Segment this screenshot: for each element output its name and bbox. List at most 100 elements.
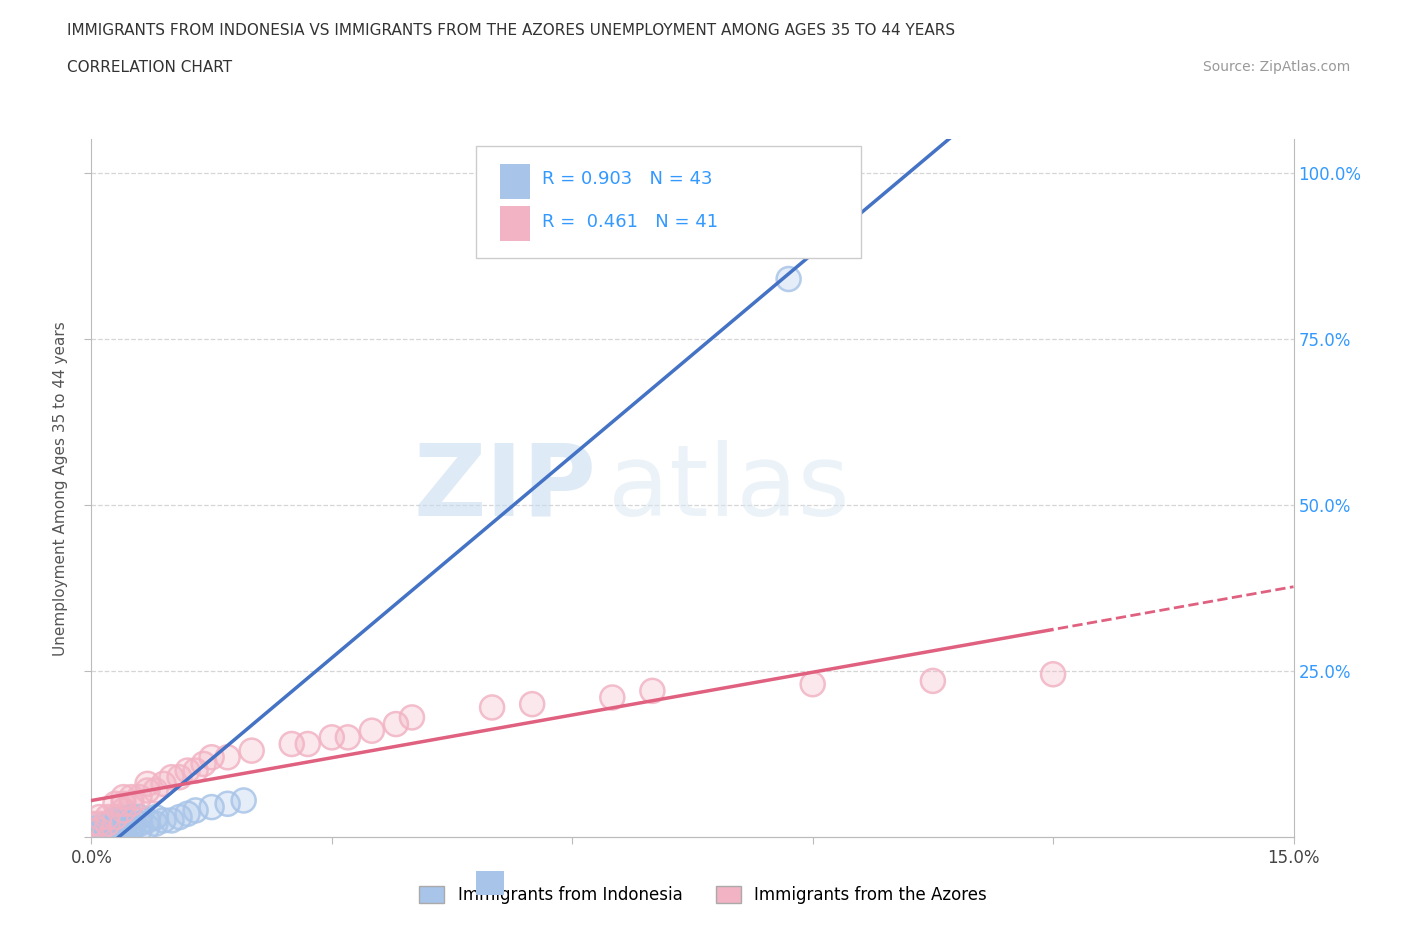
Point — [360, 724, 382, 738]
Point — [193, 756, 215, 771]
Point — [602, 690, 624, 705]
Point — [136, 819, 159, 834]
Point — [112, 823, 135, 838]
Text: R = 0.903   N = 43: R = 0.903 N = 43 — [543, 170, 713, 188]
Point — [201, 800, 224, 815]
Point — [184, 803, 207, 817]
Point — [96, 823, 118, 838]
Point — [240, 743, 263, 758]
Point — [121, 810, 143, 825]
Point — [201, 750, 224, 764]
Point — [112, 823, 135, 838]
Point — [121, 810, 143, 825]
Point — [128, 810, 150, 825]
Point — [80, 823, 103, 838]
Point — [481, 700, 503, 715]
Point — [297, 737, 319, 751]
Point — [96, 823, 118, 838]
Point — [89, 817, 111, 831]
Point — [128, 810, 150, 825]
Point — [128, 817, 150, 831]
Point — [104, 826, 127, 841]
Point — [336, 730, 359, 745]
Point — [80, 826, 103, 841]
Point — [152, 777, 174, 791]
Point — [104, 817, 127, 831]
Point — [96, 819, 118, 834]
Point — [281, 737, 304, 751]
Point — [145, 817, 167, 831]
Point — [112, 817, 135, 831]
Point — [112, 796, 135, 811]
Point — [112, 826, 135, 841]
Point — [184, 764, 207, 778]
Y-axis label: Unemployment Among Ages 35 to 44 years: Unemployment Among Ages 35 to 44 years — [53, 321, 69, 656]
Point — [104, 796, 127, 811]
Point — [522, 697, 544, 711]
Point — [145, 817, 167, 831]
Point — [136, 813, 159, 828]
Point — [281, 737, 304, 751]
Point — [112, 790, 135, 804]
Legend: Immigrants from Indonesia, Immigrants from the Azores: Immigrants from Indonesia, Immigrants fr… — [411, 878, 995, 912]
Point — [217, 796, 239, 811]
Point — [145, 810, 167, 825]
Point — [834, 166, 856, 180]
Point — [96, 817, 118, 831]
Point — [778, 272, 800, 286]
Point — [801, 677, 824, 692]
Point — [602, 690, 624, 705]
Point — [96, 810, 118, 825]
Point — [80, 817, 103, 831]
Point — [128, 823, 150, 838]
Text: atlas: atlas — [609, 440, 851, 537]
Text: CORRELATION CHART: CORRELATION CHART — [67, 60, 232, 75]
Point — [360, 724, 382, 738]
Point — [89, 830, 111, 844]
Text: ZIP: ZIP — [413, 440, 596, 537]
Point — [104, 796, 127, 811]
Point — [401, 710, 423, 724]
Point — [121, 817, 143, 831]
Point — [641, 684, 664, 698]
Point — [136, 783, 159, 798]
Point — [1042, 667, 1064, 682]
Point — [89, 830, 111, 844]
Point — [136, 777, 159, 791]
Point — [121, 790, 143, 804]
Point — [89, 823, 111, 838]
Point — [112, 796, 135, 811]
Point — [80, 826, 103, 841]
Point — [121, 823, 143, 838]
Text: IMMIGRANTS FROM INDONESIA VS IMMIGRANTS FROM THE AZORES UNEMPLOYMENT AMONG AGES : IMMIGRANTS FROM INDONESIA VS IMMIGRANTS … — [67, 23, 956, 38]
Point — [104, 813, 127, 828]
Point — [96, 817, 118, 831]
Point — [104, 830, 127, 844]
Point — [176, 764, 198, 778]
Point — [232, 793, 254, 808]
Point — [89, 819, 111, 834]
Point — [104, 817, 127, 831]
Point — [176, 806, 198, 821]
Point — [160, 770, 183, 785]
Point — [481, 700, 503, 715]
Point — [112, 803, 135, 817]
Point — [136, 777, 159, 791]
Point — [104, 823, 127, 838]
Point — [96, 830, 118, 844]
Point — [89, 810, 111, 825]
Point — [321, 730, 343, 745]
Point — [80, 830, 103, 844]
Point — [80, 823, 103, 838]
Point — [184, 764, 207, 778]
Point — [96, 817, 118, 831]
Point — [121, 796, 143, 811]
Point — [145, 783, 167, 798]
FancyBboxPatch shape — [477, 147, 860, 259]
Bar — [501, 206, 530, 241]
Point — [217, 750, 239, 764]
Point — [96, 826, 118, 841]
Point — [778, 272, 800, 286]
Point — [89, 823, 111, 838]
Point — [321, 730, 343, 745]
